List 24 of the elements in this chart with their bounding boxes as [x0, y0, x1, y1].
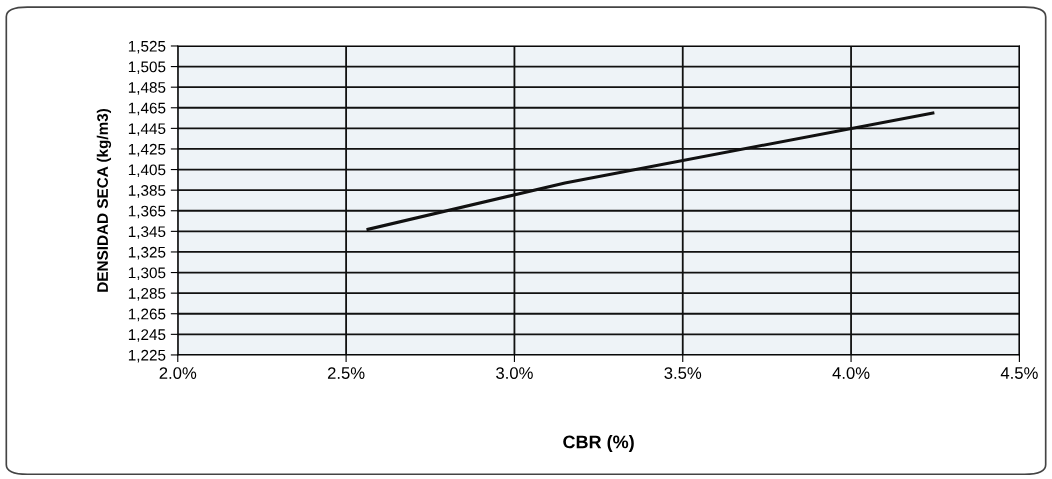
x-tick-label: 3.5%: [664, 367, 702, 379]
x-tick-label: 4.0%: [832, 367, 870, 379]
y-tick-label: 1,365: [128, 205, 166, 219]
x-tick-label: 3.0%: [496, 367, 533, 379]
y-tick-label: 1,225: [128, 349, 166, 363]
y-tick-label: 1,265: [128, 308, 166, 322]
y-tick-label: 1,405: [128, 164, 166, 178]
y-tick-label: 1,465: [128, 102, 166, 116]
y-tick-label: 1,445: [128, 123, 166, 136]
y-tick-label: 1,305: [128, 267, 166, 281]
y-tick-label: 1,285: [128, 288, 166, 301]
y-tick-label: 1,245: [128, 329, 166, 342]
y-tick-label: 1,425: [128, 143, 166, 157]
y-tick-label: 1,385: [128, 185, 166, 198]
y-tick-label: 1,325: [128, 246, 166, 260]
y-axis-title: DENSIDAD SECA (kg/m3): [96, 108, 112, 292]
y-tick-label: 1,345: [128, 226, 166, 239]
x-axis-title: CBR (%): [563, 435, 634, 452]
y-tick-label: 1,505: [128, 61, 166, 75]
x-tick-label: 2.0%: [159, 367, 197, 379]
x-tick-label: 2.5%: [327, 367, 365, 379]
y-tick-label: 1,485: [128, 82, 166, 95]
y-tick-label: 1,525: [128, 40, 166, 54]
x-tick-label: 4.5%: [1000, 367, 1038, 379]
